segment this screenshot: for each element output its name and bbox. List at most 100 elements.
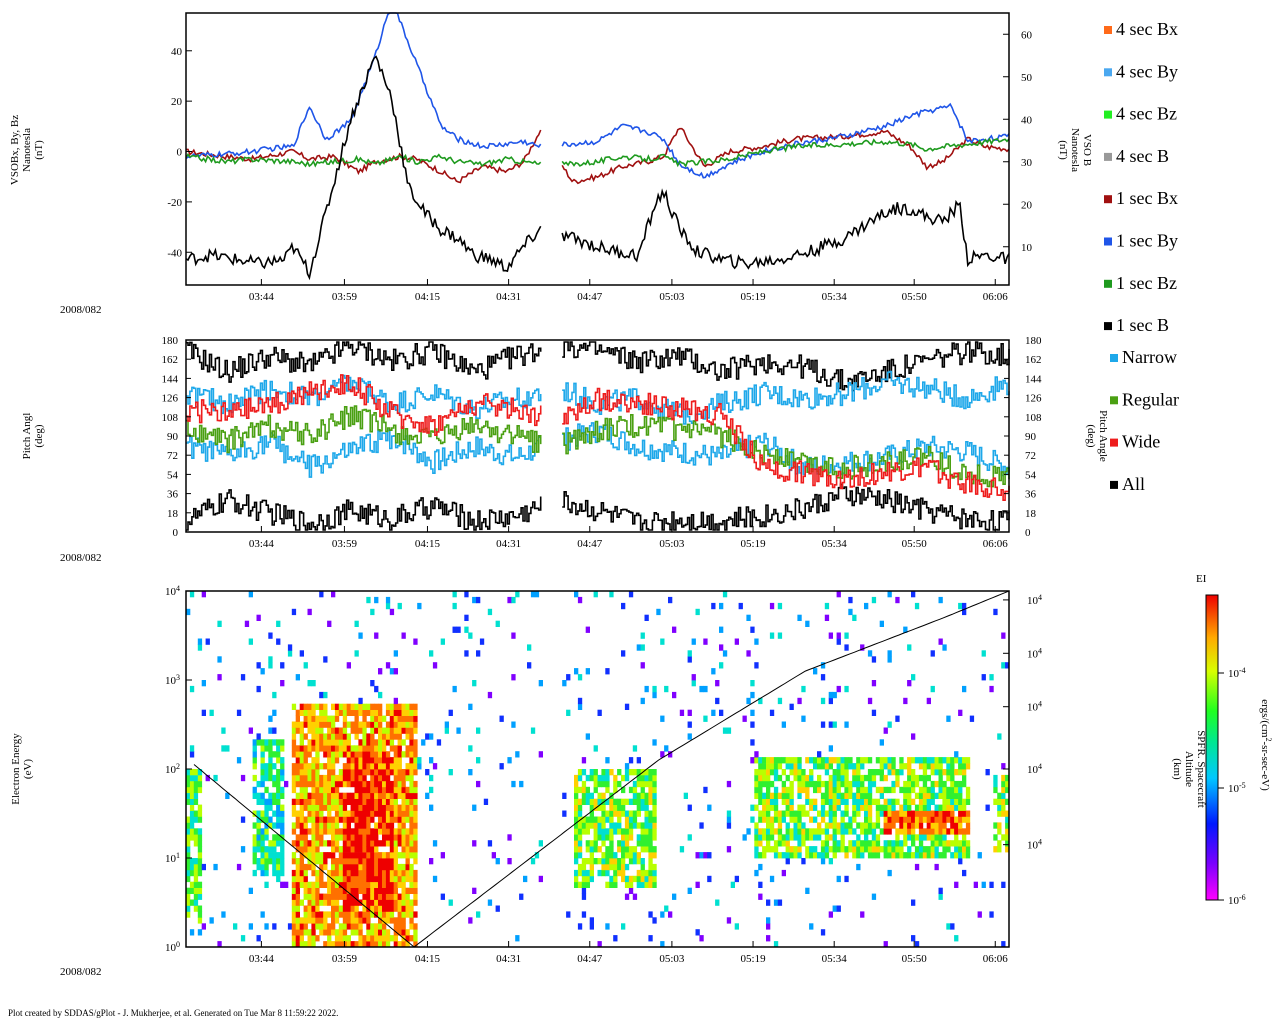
spectrogram-cell (389, 852, 395, 859)
spectrogram-cell (409, 899, 414, 906)
spectrogram-cell (593, 769, 598, 776)
spectrogram-cell (362, 721, 367, 728)
spectrogram-cell (303, 875, 308, 883)
spectrogram-cell (954, 792, 959, 799)
spectrogram-cell (374, 863, 379, 871)
spectrogram-cell (342, 881, 348, 888)
spectrogram-cell (585, 846, 590, 853)
spectrogram-cell (382, 810, 387, 817)
spectrogram-cell (903, 852, 908, 859)
spectrogram-cell (585, 875, 590, 883)
spectrogram-cell (648, 828, 653, 835)
spectrogram-cell (280, 846, 285, 853)
spectrogram-cell (366, 941, 371, 948)
spectrogram-cell (577, 822, 583, 829)
spectrogram-cell (342, 798, 348, 805)
spectrogram-cell (464, 626, 469, 633)
spectrogram-cell (397, 792, 402, 799)
spectrogram-cell (597, 798, 602, 805)
spectrogram-cell (820, 840, 826, 847)
spectrogram-cell (813, 834, 818, 841)
spectrogram-cell (295, 674, 300, 681)
spectrogram-cell (785, 840, 790, 847)
spectrogram-cell (385, 727, 391, 734)
spectrogram-cell (358, 840, 363, 847)
spectrogram-cell (268, 769, 273, 776)
energy-tick-label: 103 (165, 673, 180, 687)
spectrogram-cell (362, 810, 367, 817)
spectrogram-cell (856, 757, 861, 764)
spectrogram-cell (295, 893, 300, 900)
spectrogram-cell (397, 727, 402, 734)
spectrogram-cell (887, 846, 892, 853)
spectrogram-cell (350, 810, 355, 817)
spectrogram-cell (366, 709, 371, 716)
spectrogram-cell (495, 620, 500, 627)
spectrogram-cell (785, 804, 790, 811)
spectrogram-cell (903, 840, 908, 847)
spectrogram-cell (401, 751, 406, 758)
spectrogram-cell (362, 840, 367, 847)
spectrogram-cell (828, 816, 833, 823)
spectrogram-cell (758, 816, 763, 823)
spectrogram-cell (280, 840, 285, 847)
spectrogram-cell (777, 899, 783, 906)
spectrogram-cell (864, 798, 869, 805)
spectrogram-cell (581, 798, 587, 805)
spectrogram-cell (832, 769, 837, 776)
spectrogram-cell (405, 774, 410, 782)
spectrogram-cell (193, 774, 199, 782)
spectrogram-cell (574, 840, 579, 847)
spectrogram-cell (644, 822, 649, 829)
spectrogram-cell (338, 834, 344, 841)
colorbar-label: ergs/(cm2-sr-sec-eV) (1259, 699, 1273, 791)
spectrogram-cell (287, 650, 293, 657)
spectrogram-cell (507, 834, 512, 841)
spectrogram-cell (299, 941, 304, 948)
spectrogram-cell (374, 875, 379, 883)
spectrogram-cell (299, 751, 304, 758)
spectrogram-cell (334, 727, 340, 734)
spectrogram-cell (389, 846, 395, 853)
spectrogram-cell (354, 887, 359, 894)
spectrogram-cell (828, 834, 833, 841)
spectrogram-cell (609, 810, 614, 817)
spectrogram-cell (766, 769, 771, 776)
spectrogram-cell (511, 596, 516, 604)
spectrogram-cell (605, 816, 610, 823)
spectrogram-cell (413, 840, 418, 847)
spectrogram-cell (993, 846, 998, 853)
spectrogram-cell (899, 828, 904, 835)
magnetic-xtick-label: 03:59 (332, 291, 358, 303)
spectrogram-cell (934, 863, 939, 871)
spectrogram-cell (338, 881, 344, 888)
spectrogram-cell (264, 745, 269, 752)
spectrogram-cell (354, 899, 359, 906)
spectrogram-cell (409, 763, 414, 770)
spectrogram-cell (875, 816, 881, 823)
spectrogram-cell (338, 709, 344, 716)
spectrogram-cell (260, 780, 265, 788)
footer-credit: Plot created by SDDAS/gPlot - J. Mukherj… (8, 1008, 338, 1018)
spectrogram-cell (1005, 774, 1010, 782)
spectrogram-cell (926, 846, 931, 853)
spectrogram-cell (766, 822, 771, 829)
spectrogram-cell (907, 763, 912, 770)
spectrogram-cell (954, 816, 959, 823)
spectrogram-cell (354, 792, 359, 799)
spectrogram-cell (342, 846, 348, 853)
spectrogram-cell (867, 769, 873, 776)
spectrogram-cell (820, 792, 826, 799)
spectrogram-cell (280, 792, 285, 799)
spectrogram-cell (260, 846, 265, 853)
spectrogram-cell (891, 822, 896, 829)
spectrogram-cell (711, 709, 716, 716)
spectrogram-cell (370, 911, 375, 918)
spectrogram-cell (186, 786, 191, 794)
spectrogram-cell (370, 834, 375, 841)
spectrogram-cell (346, 858, 351, 865)
spectrogram-cell (374, 792, 379, 799)
spectrogram-cell (334, 941, 340, 948)
spectrogram-cell (393, 905, 398, 912)
pitch-time-axis: 03:44 03:59 04:15 04:31 04:47 05:03 05:19 05:34… (249, 526, 1008, 550)
